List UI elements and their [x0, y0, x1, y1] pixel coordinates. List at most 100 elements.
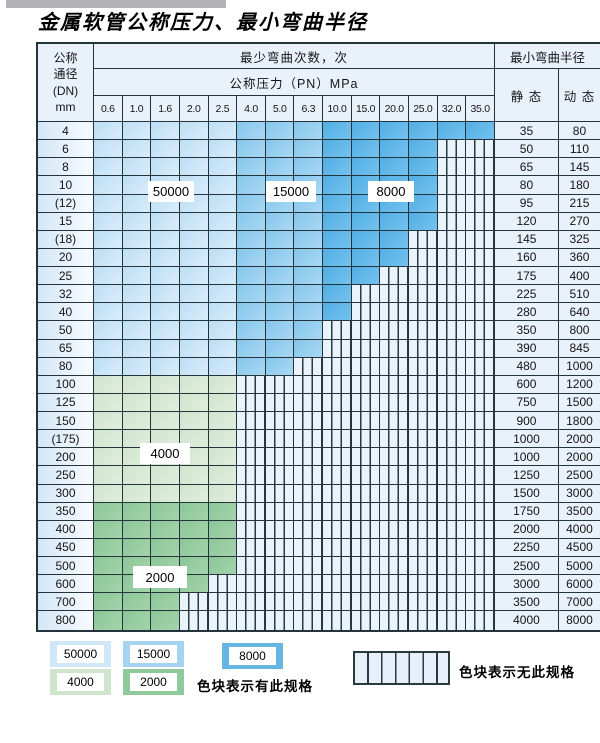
spec-cell — [122, 285, 152, 304]
spec-cell — [380, 230, 410, 249]
static-radius-value: 50 — [494, 140, 559, 159]
static-radius-value: 80 — [494, 176, 559, 195]
spec-cell — [466, 230, 495, 249]
spec-cell — [294, 430, 324, 449]
spec-cell — [151, 538, 180, 557]
pressure-col-header: 10.0 — [323, 96, 352, 122]
spec-cell — [323, 158, 352, 177]
spec-cell — [237, 575, 266, 594]
dn-cell: 500 — [38, 557, 94, 576]
spec-cell — [208, 538, 238, 557]
static-radius-value: 4000 — [494, 611, 559, 630]
legend-no-spec-note: 色块表示无此规格 — [459, 665, 575, 680]
spec-cell — [409, 303, 438, 322]
spec-cell — [437, 375, 467, 394]
dn-cell: 300 — [38, 484, 94, 503]
spec-cell — [179, 393, 209, 412]
spec-cell — [437, 122, 467, 141]
spec-cell — [151, 339, 180, 358]
dn-cell: 25 — [38, 267, 94, 286]
spec-cell — [380, 339, 410, 358]
spec-cell — [265, 412, 295, 431]
static-radius-value: 175 — [494, 267, 559, 286]
spec-cell — [380, 484, 410, 503]
spec-cell — [94, 430, 123, 449]
dn-cell: 20 — [38, 248, 94, 267]
spec-cell — [265, 466, 295, 485]
pressure-col-header: 0.6 — [94, 96, 123, 122]
dn-cell: 80 — [38, 357, 94, 376]
spec-cell — [380, 393, 410, 412]
spec-cell — [151, 267, 180, 286]
spec-cell — [208, 502, 238, 521]
spec-cell — [179, 484, 209, 503]
spec-cell — [94, 448, 123, 467]
spec-cell — [237, 339, 266, 358]
spec-cell — [265, 557, 295, 576]
spec-cell — [179, 140, 209, 159]
spec-cell — [122, 339, 152, 358]
spec-cell — [323, 321, 352, 340]
spec-cell — [179, 158, 209, 177]
spec-cell — [351, 448, 381, 467]
static-header: 静 态 — [494, 69, 559, 122]
dynamic-radius-value: 3500 — [558, 502, 600, 521]
spec-cell — [94, 466, 123, 485]
spec-cell — [380, 466, 410, 485]
dn-cell: 600 — [38, 575, 94, 594]
dynamic-radius-value: 145 — [558, 158, 600, 177]
static-radius-value: 65 — [494, 158, 559, 177]
pressure-col-header: 32.0 — [437, 96, 467, 122]
spec-cell — [466, 448, 495, 467]
spec-cell — [409, 502, 438, 521]
spec-cell — [208, 230, 238, 249]
spec-cell — [323, 303, 352, 322]
dynamic-radius-value: 180 — [558, 176, 600, 195]
spec-cell — [265, 520, 295, 539]
spec-cell — [466, 321, 495, 340]
spec-cell — [351, 285, 381, 304]
spec-cell — [122, 176, 152, 195]
spec-cell — [409, 285, 438, 304]
spec-cell — [294, 375, 324, 394]
spec-cell — [237, 357, 266, 376]
spec-cell — [94, 357, 123, 376]
spec-cell — [323, 140, 352, 159]
spec-cell — [466, 176, 495, 195]
spec-cell — [265, 285, 295, 304]
spec-cell — [122, 375, 152, 394]
spec-cell — [380, 502, 410, 521]
spec-cell — [294, 611, 324, 630]
spec-cell — [94, 339, 123, 358]
spec-cell — [409, 611, 438, 630]
spec-cell — [122, 140, 152, 159]
spec-cell — [323, 502, 352, 521]
spec-cell — [294, 248, 324, 267]
spec-cell — [294, 593, 324, 612]
spec-cell — [409, 448, 438, 467]
spec-cell — [237, 593, 266, 612]
spec-cell — [94, 502, 123, 521]
spec-cell — [466, 158, 495, 177]
spec-cell — [351, 122, 381, 141]
spec-cell — [265, 593, 295, 612]
dynamic-radius-value: 2000 — [558, 448, 600, 467]
spec-cell — [179, 339, 209, 358]
spec-cell — [94, 593, 123, 612]
bend-cycles-header: 最少弯曲次数，次 — [94, 44, 495, 69]
spec-cell — [466, 393, 495, 412]
dynamic-radius-value: 5000 — [558, 557, 600, 576]
spec-cell — [122, 194, 152, 213]
legend-swatch-label: 4000 — [57, 673, 104, 691]
spec-cell — [122, 466, 152, 485]
spec-cell — [237, 303, 266, 322]
spec-cell — [94, 393, 123, 412]
spec-cell — [466, 339, 495, 358]
spec-cell — [437, 194, 467, 213]
spec-cell — [380, 212, 410, 231]
spec-cell — [351, 611, 381, 630]
spec-cell — [151, 520, 180, 539]
cycle-label-50000: 50000 — [148, 181, 194, 202]
spec-cell — [380, 122, 410, 141]
spec-cell — [351, 303, 381, 322]
